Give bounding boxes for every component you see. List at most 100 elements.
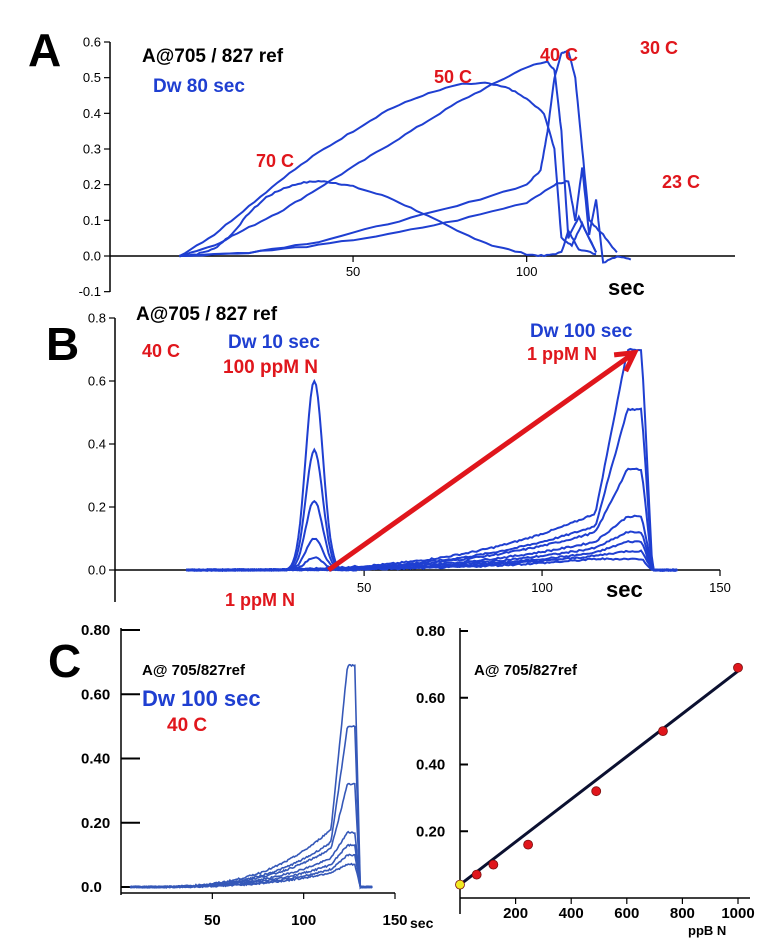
y-tick-label: 0.20: [416, 823, 445, 840]
y-tick-label: 0.80: [416, 623, 445, 640]
panel-b-title: A@705 / 827 ref: [136, 304, 278, 325]
fit-line: [459, 669, 739, 886]
series-label-50c: 50 C: [434, 67, 472, 87]
short-peak-trace: [214, 447, 358, 572]
blank-point: [455, 879, 465, 890]
y-tick-label: 0.1: [83, 213, 101, 228]
panel-c-left-x-label: sec: [410, 915, 434, 931]
x-tick-label: 150: [382, 912, 407, 929]
calibration-points: [455, 662, 743, 890]
arrow-shaft: [327, 350, 637, 573]
y-tick-label: 0.4: [83, 106, 101, 121]
panel-letter-a: A: [28, 24, 61, 76]
y-tick-label: 0.3: [83, 142, 101, 157]
y-tick-label: 0.2: [88, 500, 106, 515]
label-dw-100-sec: Dw 100 sec: [530, 321, 633, 342]
trace-30c: [179, 49, 618, 257]
y-tick-label: 0.2: [83, 177, 101, 192]
panel-b-x-label: sec: [606, 577, 643, 602]
label-100-ppm-n: 100 ppM N: [223, 357, 318, 378]
panel-b-y-ticks: 0.0 0.2 0.4 0.6 0.8: [88, 311, 115, 578]
panel-b: B 0.0 0.2 0.4 0.6 0.8 50 100 150 A@705 / 827 r…: [46, 304, 731, 610]
y-tick-label: 0.80: [81, 622, 110, 639]
trace-50c: [178, 81, 598, 257]
y-tick-label: 0.20: [81, 815, 110, 832]
y-tick-label: 0.40: [81, 751, 110, 768]
y-tick-label: 0.6: [83, 35, 101, 50]
panel-b-traces: [185, 347, 678, 572]
y-tick-label: 0.40: [416, 757, 445, 774]
panel-a-x-ticks: 50 100: [346, 256, 538, 279]
trace-23c: [179, 167, 632, 264]
label-1-ppm-n-bottom: 1 ppM N: [225, 590, 295, 610]
panel-a-traces: [178, 49, 632, 264]
y-tick-label: 0.0: [88, 563, 106, 578]
panel-b-temperature: 40 C: [142, 341, 180, 361]
data-point: [591, 786, 602, 797]
y-tick-label: 0.0: [83, 249, 101, 264]
panel-c-left-x-ticks: 50 100 150: [204, 893, 408, 929]
x-tick-label: 200: [503, 905, 528, 922]
calibration-fit-line: [459, 669, 739, 886]
y-tick-label: 0.60: [81, 686, 110, 703]
panel-a-title: A@705 / 827 ref: [142, 46, 284, 67]
y-tick-label: 0.5: [83, 70, 101, 85]
y-tick-label: -0.1: [79, 284, 101, 299]
x-tick-label: 100: [291, 912, 316, 929]
series-label-40c: 40 C: [540, 45, 578, 65]
label-dw-10-sec: Dw 10 sec: [228, 332, 320, 353]
series-label-30c: 30 C: [640, 38, 678, 58]
x-tick-label: 50: [204, 912, 221, 929]
y-tick-label: 0.4: [88, 437, 106, 452]
panel-c-left-traces: [129, 663, 373, 890]
data-point: [488, 859, 499, 870]
panel-c-left-temperature: 40 C: [167, 715, 207, 736]
long-peak-trace: [129, 724, 373, 890]
panel-c-left-title: A@ 705/827ref: [142, 662, 246, 679]
long-peak-trace: [129, 782, 373, 889]
long-peak-trace: [185, 407, 678, 572]
x-tick-label: 50: [346, 264, 360, 279]
dilution-arrow: [327, 349, 639, 573]
y-tick-label: 0.8: [88, 311, 106, 326]
panel-c-left-y-ticks: 0.0 0.20 0.40 0.60 0.80: [81, 622, 140, 896]
data-point: [523, 839, 534, 850]
series-label-23c: 23 C: [662, 172, 700, 192]
panel-c-right-x-ticks: 200 400 600 800 1000: [503, 898, 755, 922]
panel-b-x-ticks: 50 100 150: [357, 570, 731, 595]
data-point: [658, 726, 668, 737]
long-peak-trace: [186, 557, 678, 572]
panel-c-right-title: A@ 705/827ref: [474, 662, 578, 679]
panel-c-right-y-ticks: 0.20 0.40 0.60 0.80: [416, 623, 468, 840]
panel-c-right-x-label: ppB N: [688, 923, 726, 938]
arrow-head: [613, 349, 639, 373]
data-point: [733, 662, 743, 673]
x-tick-label: 1000: [721, 905, 754, 922]
long-peak-trace: [129, 862, 373, 889]
short-peak-trace: [214, 378, 358, 572]
x-tick-label: 50: [357, 580, 371, 595]
x-tick-label: 150: [709, 580, 731, 595]
panel-a-subtitle: Dw 80 sec: [153, 76, 245, 97]
x-tick-label: 800: [670, 905, 695, 922]
series-label-70c: 70 C: [256, 151, 294, 171]
data-point: [471, 869, 482, 880]
x-tick-label: 100: [531, 580, 553, 595]
x-tick-label: 600: [614, 905, 639, 922]
trace-40c: [179, 60, 597, 258]
panel-a: A -0.1 0.0 0.1 0.2 0.3 0.4 0.5 0.6 50 100 A@705 …: [28, 24, 735, 300]
panel-a-x-label: sec: [608, 275, 645, 300]
panel-c: C 0.0 0.20 0.40 0.60 0.80 50 100 150 A@ 705/82…: [48, 622, 755, 938]
panel-letter-b: B: [46, 318, 79, 370]
trace-70c: [179, 179, 597, 258]
y-tick-label: 0.60: [416, 690, 445, 707]
x-tick-label: 100: [516, 264, 538, 279]
x-tick-label: 400: [559, 905, 584, 922]
panel-c-left-subtitle: Dw 100 sec: [142, 686, 261, 711]
panel-a-y-ticks: -0.1 0.0 0.1 0.2 0.3 0.4 0.5 0.6: [79, 35, 110, 299]
long-peak-trace: [185, 347, 678, 572]
label-1-ppm-n-top: 1 ppM N: [527, 344, 597, 364]
y-tick-label: 0.6: [88, 374, 106, 389]
panel-letter-c: C: [48, 635, 81, 687]
